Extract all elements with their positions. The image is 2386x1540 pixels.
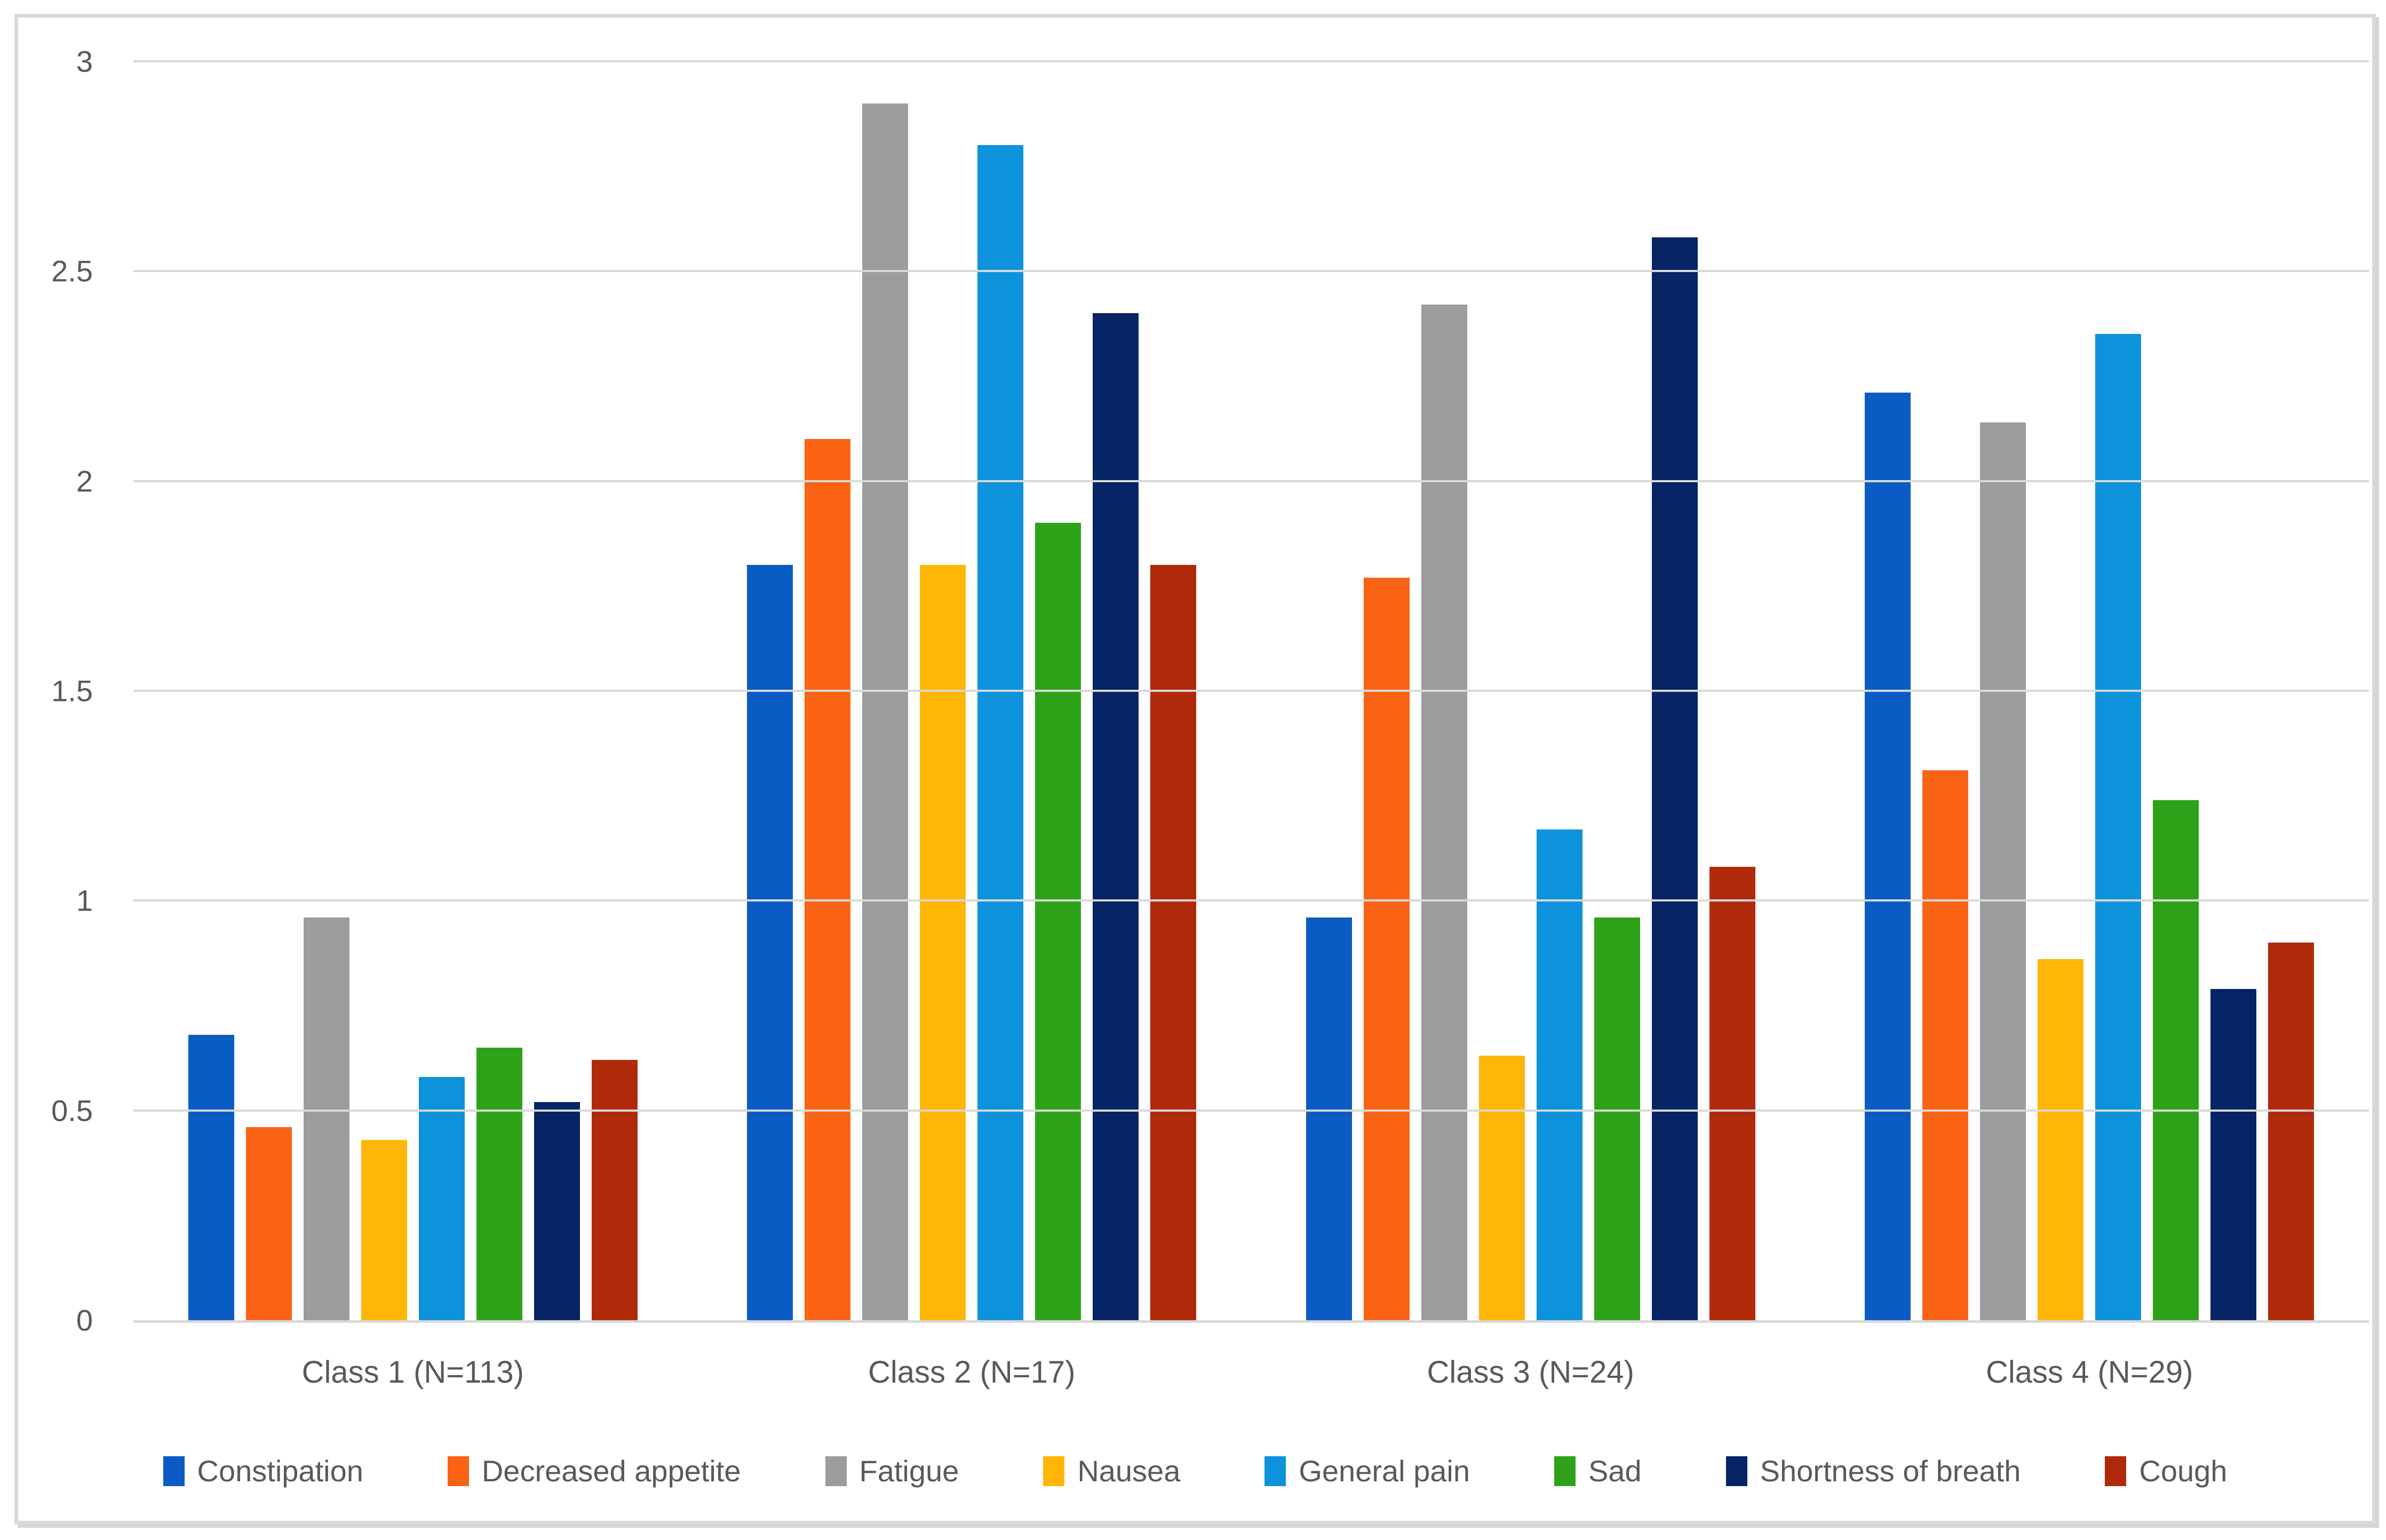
legend-label: Decreased appetite [481, 1454, 741, 1488]
legend-label: Nausea [1077, 1454, 1181, 1488]
legend-item: Nausea [1043, 1454, 1180, 1488]
bar [534, 1102, 580, 1320]
y-axis-tick-label: 0 [76, 1303, 93, 1337]
y-axis-tick-label: 2 [76, 464, 93, 498]
y-axis-tick-label: 1 [76, 883, 93, 917]
chart-frame: 0 0.5 1 1.5 2 2.5 3 Class 1 (N=113) Class 2 (N=… [14, 14, 2376, 1525]
legend-item: Shortness of breath [1725, 1454, 2021, 1488]
bar [862, 103, 909, 1320]
bar [2268, 943, 2315, 1320]
gridline [133, 1109, 2369, 1112]
legend-label: Cough [2139, 1454, 2228, 1488]
legend-item: Sad [1554, 1454, 1642, 1488]
bar [977, 145, 1024, 1320]
legend-swatch [447, 1456, 469, 1486]
legend-item: Constipation [163, 1454, 363, 1488]
bar-group [1251, 61, 1810, 1320]
legend-label: General pain [1299, 1454, 1470, 1488]
bar [1478, 1056, 1525, 1320]
legend: Constipation Decreased appetite Fatigue Nau… [18, 1454, 2372, 1488]
gridline [133, 690, 2369, 692]
legend-label: Constipation [197, 1454, 363, 1488]
bar [2038, 959, 2084, 1320]
bar [747, 565, 793, 1320]
bar [303, 917, 349, 1320]
legend-swatch [825, 1456, 847, 1486]
bar [1865, 393, 1911, 1320]
legend-label: Shortness of breath [1760, 1454, 2021, 1488]
bar-group [133, 61, 693, 1320]
y-axis-tick-label: 3 [76, 44, 93, 78]
gridline [133, 899, 2369, 902]
legend-item: Cough [2105, 1454, 2227, 1488]
legend-item: General pain [1264, 1454, 1470, 1488]
plot-area [133, 60, 2369, 1323]
legend-swatch [1264, 1456, 1286, 1486]
bar [1980, 422, 2026, 1320]
bar [805, 439, 851, 1320]
x-axis: Class 1 (N=113) Class 2 (N=17) Class 3 (N=… [133, 1351, 2369, 1394]
bar [1035, 523, 1081, 1320]
category-label: Class 1 (N=113) [301, 1355, 524, 1390]
bar [591, 1060, 638, 1320]
bar [920, 565, 966, 1320]
bar-group [693, 61, 1252, 1320]
legend-swatch [1725, 1456, 1747, 1486]
gridline [133, 60, 2369, 62]
legend-label: Sad [1588, 1454, 1642, 1488]
category-label: Class 2 (N=17) [868, 1355, 1076, 1390]
bar-group [1810, 61, 2369, 1320]
bar [1651, 237, 1698, 1320]
gridline [133, 480, 2369, 482]
bar [361, 1139, 407, 1320]
bar [2153, 800, 2199, 1320]
bar [1363, 577, 1410, 1320]
legend-swatch [1554, 1456, 1576, 1486]
bar [1594, 917, 1640, 1320]
gridline [133, 270, 2369, 273]
bar [1093, 313, 1139, 1320]
bar [1150, 565, 1197, 1320]
bar-groups-container [133, 61, 2369, 1320]
bar [1709, 867, 1755, 1320]
legend-item: Decreased appetite [447, 1454, 741, 1488]
bar [476, 1047, 522, 1320]
legend-swatch [1043, 1456, 1065, 1486]
y-axis: 0 0.5 1 1.5 2 2.5 3 [18, 45, 93, 1337]
y-axis-tick-label: 2.5 [51, 254, 93, 288]
bar [2210, 988, 2257, 1320]
bar [1536, 829, 1582, 1320]
legend-swatch [163, 1456, 185, 1486]
y-axis-tick-label: 1.5 [51, 674, 93, 708]
bar [1306, 917, 1352, 1320]
category-label: Class 4 (N=29) [1986, 1355, 2193, 1390]
bar [245, 1127, 292, 1320]
bar [2095, 334, 2142, 1320]
legend-item: Fatigue [825, 1454, 959, 1488]
bar [1922, 770, 1969, 1320]
legend-label: Fatigue [859, 1454, 959, 1488]
bar [188, 1035, 234, 1320]
y-axis-tick-label: 0.5 [51, 1094, 93, 1128]
legend-swatch [2105, 1456, 2127, 1486]
bar [1421, 305, 1467, 1320]
bar [418, 1076, 465, 1320]
category-label: Class 3 (N=24) [1427, 1355, 1634, 1390]
